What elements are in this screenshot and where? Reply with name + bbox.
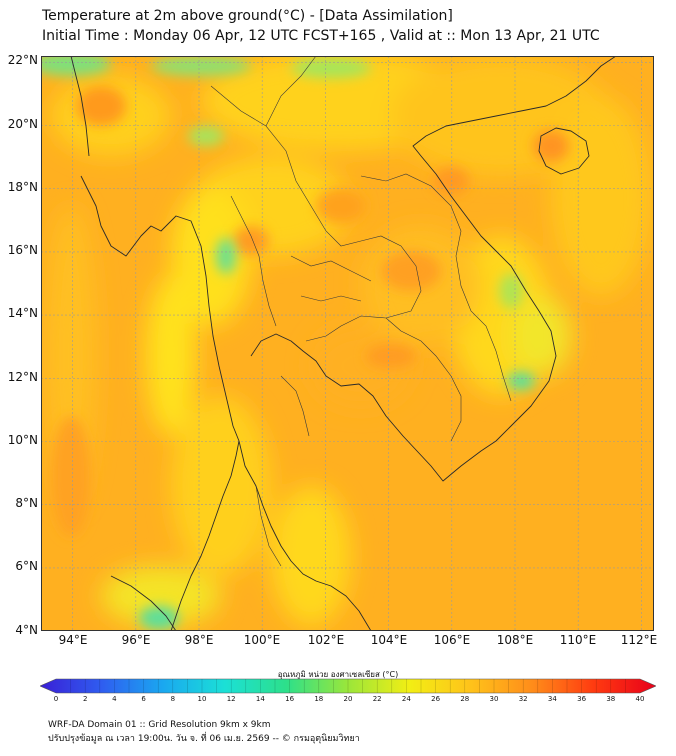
colorbar-tick-label: 20 (343, 695, 353, 703)
colorbar-tick-label: 0 (53, 695, 59, 703)
colorbar-tick-label: 40 (635, 695, 645, 703)
temperature-map (41, 56, 654, 631)
lon-label-108: 108°E (496, 633, 534, 647)
colorbar-tick-label: 12 (226, 695, 236, 703)
lat-label-8: 8°N (15, 496, 38, 510)
map-title: Temperature at 2m above ground(°C) - [Da… (42, 6, 600, 46)
lat-label-10: 10°N (7, 433, 38, 447)
lon-label-100: 100°E (243, 633, 281, 647)
colorbar-ticks: 0 2 4 6 8 10 12 14 16 18 20 22 24 26 28 30 32 34 36 38 40 (0, 695, 676, 705)
colorbar-tick-label: 10 (197, 695, 207, 703)
lat-label-18: 18°N (7, 180, 38, 194)
colorbar-tick-label: 2 (82, 695, 88, 703)
colorbar-divisions (70, 679, 626, 693)
lat-label-20: 20°N (7, 117, 38, 131)
lon-label-94: 94°E (58, 633, 88, 647)
colorbar-tick-label: 8 (170, 695, 176, 703)
lon-label-96: 96°E (121, 633, 151, 647)
colorbar-tick-label: 28 (460, 695, 470, 703)
lat-label-14: 14°N (7, 306, 38, 320)
colorbar-tick-label: 14 (255, 695, 265, 703)
footer-line-2: ปรับปรุงข้อมูล ณ เวลา 19:00น. วัน จ. ที่… (48, 734, 360, 744)
lon-label-106: 106°E (433, 633, 471, 647)
footer-line-1: WRF-DA Domain 01 :: Grid Resolution 9km … (48, 720, 271, 730)
map-frame (41, 56, 654, 631)
footer: WRF-DA Domain 01 :: Grid Resolution 9km … (48, 718, 360, 746)
colorbar-tick-label: 32 (518, 695, 528, 703)
lon-label-110: 110°E (559, 633, 597, 647)
colorbar-tick-label: 4 (112, 695, 117, 703)
colorbar-title: อุณหภูมิ หน่วย องศาเซลเซียส (°C) (277, 670, 399, 679)
lat-label-16: 16°N (7, 243, 38, 257)
lat-label-22: 22°N (7, 53, 38, 67)
colorbar-tick-label: 22 (372, 695, 382, 703)
coastlines (70, 56, 617, 631)
colorbar (40, 678, 656, 694)
title-line-1: Temperature at 2m above ground(°C) - [Da… (42, 8, 453, 24)
temperature-field (41, 56, 654, 631)
temperature-blobs (46, 56, 651, 626)
colorbar-tick-label: 16 (285, 695, 295, 703)
lat-label-6: 6°N (15, 559, 38, 573)
lat-label-4: 4°N (15, 623, 38, 637)
colorbar-tick-label: 36 (577, 695, 587, 703)
colorbar-body (40, 678, 656, 694)
colorbar-tick-label: 30 (489, 695, 499, 703)
borders (210, 56, 512, 567)
lon-label-112: 112°E (620, 633, 658, 647)
title-line-2: Initial Time : Monday 06 Apr, 12 UTC FCS… (42, 28, 600, 44)
colorbar-tick-label: 24 (401, 695, 411, 703)
colorbar-tick-label: 6 (141, 695, 146, 703)
colorbar-tick-label: 38 (606, 695, 616, 703)
colorbar-tick-label: 34 (547, 695, 557, 703)
lat-label-12: 12°N (7, 370, 38, 384)
lon-label-98: 98°E (184, 633, 214, 647)
lon-label-104: 104°E (370, 633, 408, 647)
colorbar-tick-label: 26 (431, 695, 441, 703)
colorbar-tick-label: 18 (314, 695, 324, 703)
temperature-hotspots (51, 86, 569, 536)
lon-label-102: 102°E (307, 633, 345, 647)
